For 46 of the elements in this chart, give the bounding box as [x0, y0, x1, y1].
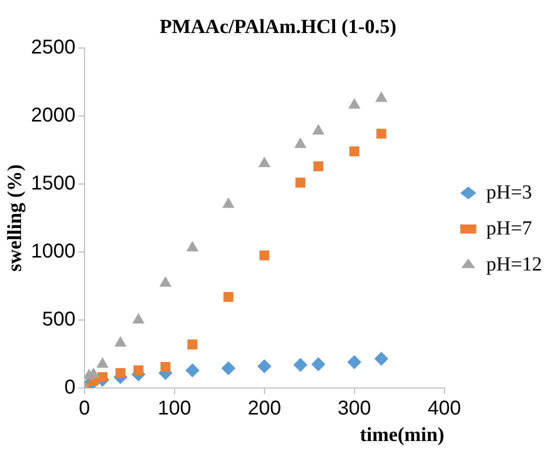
point [223, 292, 234, 302]
y-tick-label: 2500 [30, 36, 76, 59]
x-tick-label: 200 [248, 398, 282, 420]
point [259, 250, 270, 260]
y-tick-label: 500 [42, 308, 76, 331]
point [347, 355, 362, 370]
point [312, 124, 324, 134]
point [187, 340, 198, 350]
point [376, 128, 386, 139]
point [294, 138, 306, 148]
point [311, 357, 326, 372]
x-axis-title: time(min) [360, 424, 444, 446]
point [257, 359, 272, 374]
point [116, 368, 126, 378]
x-tick-label: 300 [338, 398, 372, 420]
x-tick-label: 0 [78, 398, 90, 420]
x-tick-label: 100 [158, 398, 192, 420]
point [186, 240, 198, 252]
point [114, 336, 127, 347]
point [96, 357, 109, 368]
point [221, 361, 236, 376]
point [349, 146, 360, 156]
chart-title: PMAAc/PAlAm.HCl (1-0.5) [160, 16, 396, 38]
legend-label: pH=12 [486, 253, 542, 276]
y-tick-label: 1500 [30, 172, 76, 195]
point [295, 178, 306, 188]
point [134, 365, 144, 376]
point [222, 197, 234, 208]
point [375, 91, 388, 102]
point [185, 363, 200, 378]
point [374, 352, 388, 366]
point [293, 358, 308, 372]
x-tick-label: 400 [428, 398, 461, 420]
point [348, 98, 360, 109]
point [98, 372, 108, 382]
legend-label: pH=7 [486, 217, 532, 240]
point [159, 276, 172, 287]
point [258, 156, 270, 168]
point [160, 362, 170, 372]
y-tick-label: 1000 [30, 240, 76, 263]
y-axis-title: swelling (%) [4, 164, 26, 272]
point [313, 161, 324, 172]
point [132, 313, 145, 324]
y-tick-label: 0 [64, 376, 76, 399]
y-tick-label: 2000 [30, 104, 76, 127]
legend-label: pH=3 [486, 181, 532, 204]
